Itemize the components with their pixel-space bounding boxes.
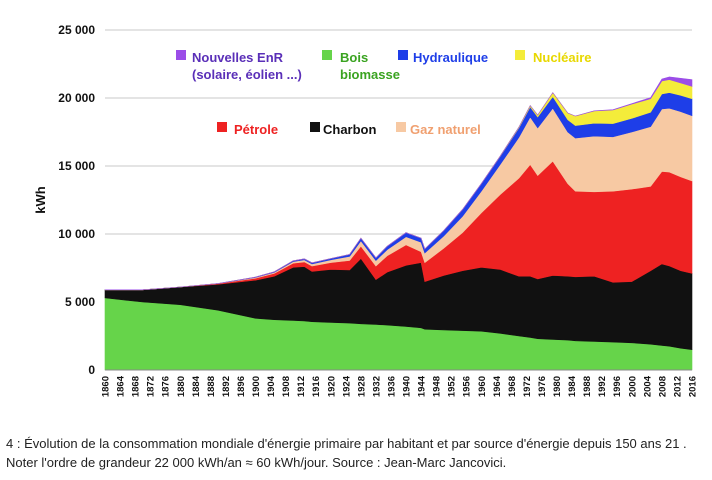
- energy-consumption-chart: 0 5 000 10 000 15 000 20 000 25 000 kWh 1860 186…: [33, 23, 699, 397]
- x-tick-label: 1924: [341, 375, 352, 397]
- legend-layer: Nouvelles EnR (solaire, éolien ...) Bois bi…: [176, 50, 592, 137]
- x-tick-label: 1900: [251, 376, 262, 397]
- x-tick-label: 1928: [356, 376, 367, 397]
- y-tick-label: 20 000: [58, 91, 95, 105]
- legend-swatch: [398, 50, 408, 60]
- x-tick-label: 1860: [101, 376, 112, 397]
- x-tick-label: 1980: [552, 376, 563, 397]
- y-tick-label: 10 000: [58, 227, 95, 241]
- x-tick-label: 1888: [206, 376, 217, 397]
- legend-swatch: [322, 50, 332, 60]
- x-tick-label: 2004: [642, 375, 653, 397]
- x-tick-label: 1996: [612, 376, 623, 397]
- x-tick-label: 1896: [236, 376, 247, 397]
- x-tick-label: 1940: [402, 376, 413, 397]
- y-tick-label: 0: [88, 363, 95, 377]
- x-tick-label: 1952: [447, 376, 458, 397]
- y-tick-label: 25 000: [58, 23, 95, 37]
- x-tick-label: 1960: [477, 376, 488, 397]
- x-tick-label: 1932: [371, 376, 382, 397]
- x-tick-label: 1920: [326, 376, 337, 397]
- legend-label: biomasse: [340, 67, 400, 82]
- x-tick-label: 1912: [296, 376, 307, 397]
- legend-swatch: [310, 122, 320, 132]
- chart-frame: 0 5 000 10 000 15 000 20 000 25 000 kWh 1860 186…: [33, 23, 699, 397]
- x-tick-label: 1904: [266, 375, 277, 397]
- x-tick-label: 1916: [311, 376, 322, 397]
- x-tick-label: 2012: [672, 376, 683, 397]
- x-tick-label: 1908: [281, 376, 292, 397]
- legend-label: Nucléaire: [533, 50, 592, 65]
- legend-swatch: [176, 50, 186, 60]
- y-tick-label: 15 000: [58, 159, 95, 173]
- area-layer: [104, 76, 693, 371]
- x-tick-label: 2008: [657, 376, 668, 397]
- x-tick-label: 1992: [597, 376, 608, 397]
- x-tick-label: 2016: [688, 376, 699, 397]
- legend-label: Hydraulique: [413, 50, 488, 65]
- y-axis-label: kWh: [33, 186, 48, 214]
- x-tick-label: 1864: [116, 375, 127, 397]
- x-tick-label: 1876: [161, 376, 172, 397]
- x-tick-label: 1944: [417, 375, 428, 397]
- x-tick-label: 1956: [462, 376, 473, 397]
- legend-swatch: [217, 122, 227, 132]
- legend-swatch: [515, 50, 525, 60]
- x-tick-label: 1964: [492, 375, 503, 397]
- x-tick-label: 2000: [627, 376, 638, 397]
- x-tick-label: 1868: [131, 376, 142, 397]
- series-area-nouvelles: [105, 76, 693, 291]
- x-tick-label: 1936: [387, 376, 398, 397]
- x-tick-label: 1984: [567, 375, 578, 397]
- legend-label: Pétrole: [234, 122, 278, 137]
- x-tick-label: 1948: [432, 376, 443, 397]
- axis-layer: 0 5 000 10 000 15 000 20 000 25 000 kWh 1860 186…: [33, 23, 699, 397]
- legend-label: (solaire, éolien ...): [192, 67, 302, 82]
- x-tick-label: 1880: [176, 376, 187, 397]
- legend-label: Gaz naturel: [410, 122, 481, 137]
- x-tick-label: 1872: [146, 376, 157, 397]
- legend-label: Bois: [340, 50, 368, 65]
- legend-label: Nouvelles EnR: [192, 50, 284, 65]
- x-tick-label: 1884: [191, 375, 202, 397]
- x-tick-label: 1892: [221, 376, 232, 397]
- figure-caption: 4 : Évolution de la consommation mondial…: [6, 436, 687, 470]
- x-tick-label: 1988: [582, 376, 593, 397]
- x-tick-label: 1968: [507, 376, 518, 397]
- x-tick-label: 1972: [522, 376, 533, 397]
- legend-label: Charbon: [323, 122, 377, 137]
- x-tick-label: 1976: [537, 376, 548, 397]
- y-tick-label: 5 000: [65, 295, 95, 309]
- legend-swatch: [396, 122, 406, 132]
